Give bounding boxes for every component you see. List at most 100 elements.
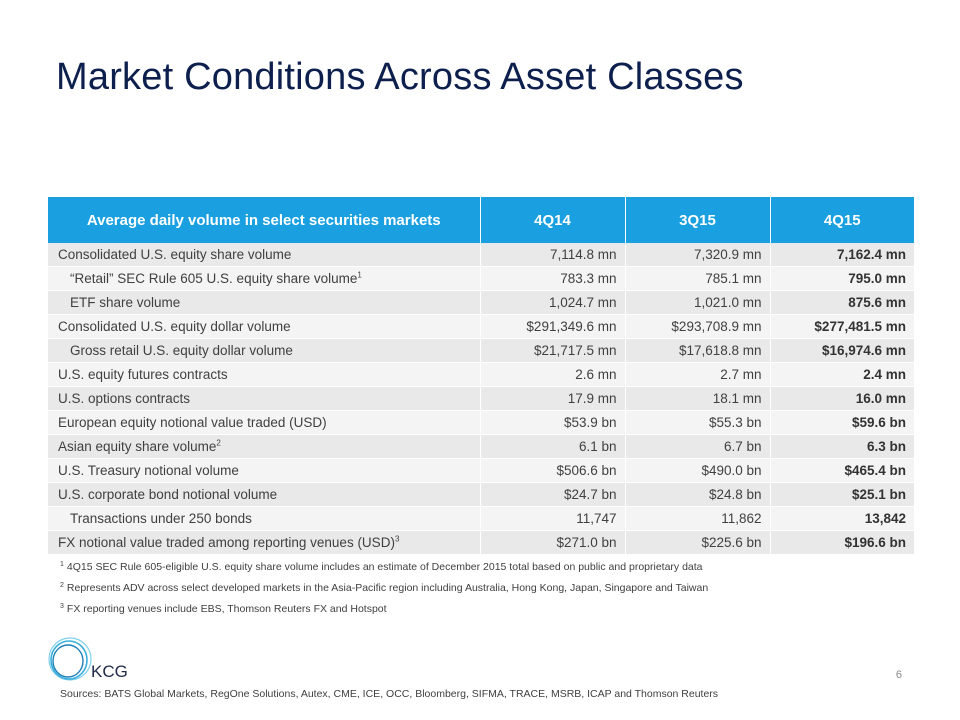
header-3q15: 3Q15 [625, 197, 771, 243]
footnote-ref: 2 [216, 438, 221, 448]
row-label-text: U.S. options contracts [58, 391, 191, 406]
table-row: Consolidated U.S. equity share volume 7,1… [48, 243, 914, 267]
value-4q15: $277,481.5 mn [770, 314, 914, 339]
value-4q15: $196.6 bn [770, 530, 914, 555]
page-number: 6 [895, 669, 902, 681]
table-row: U.S. Treasury notional volume $506.6 bn $4… [48, 458, 914, 483]
value-3q15: 1,021.0 mn [625, 290, 771, 315]
value-4q14: $53.9 bn [480, 410, 626, 435]
value-4q14: $271.0 bn [480, 530, 626, 555]
value-4q15: 13,842 [770, 506, 914, 531]
value-4q15: 16.0 mn [770, 386, 914, 411]
value-4q14: $24.7 bn [480, 482, 626, 507]
table-row: FX notional value traded among reporting… [48, 530, 914, 555]
row-label: U.S. equity futures contracts [48, 362, 481, 387]
value-4q15: $16,974.6 mn [770, 338, 914, 363]
value-4q14: 7,114.8 mn [480, 243, 626, 267]
value-4q15: 6.3 bn [770, 434, 914, 459]
row-label-text: “Retail” SEC Rule 605 U.S. equity share … [70, 271, 358, 286]
table-row: U.S. corporate bond notional volume $24.7… [48, 482, 914, 507]
value-3q15: 785.1 mn [625, 266, 771, 291]
row-label: “Retail” SEC Rule 605 U.S. equity share … [48, 266, 481, 291]
row-label: ETF share volume [48, 290, 481, 315]
value-3q15: 11,862 [625, 506, 771, 531]
table-body: Consolidated U.S. equity share volume 7,1… [48, 243, 914, 555]
value-4q15: $59.6 bn [770, 410, 914, 435]
row-label: FX notional value traded among reporting… [48, 530, 481, 555]
value-3q15: 6.7 bn [625, 434, 771, 459]
value-4q15: 875.6 mn [770, 290, 914, 315]
value-4q14: 6.1 bn [480, 434, 626, 459]
row-label-text: ETF share volume [70, 295, 181, 310]
table-row: European equity notional value traded (U… [48, 410, 914, 435]
row-label: U.S. corporate bond notional volume [48, 482, 481, 507]
table-row: ETF share volume 1,024.7 mn 1,021.0 mn 875.… [48, 290, 914, 315]
value-4q15: 795.0 mn [770, 266, 914, 291]
table-row: “Retail” SEC Rule 605 U.S. equity share … [48, 266, 914, 291]
logo-text: KCG [91, 662, 128, 681]
value-4q15: 2.4 mn [770, 362, 914, 387]
header-4q14: 4Q14 [480, 197, 626, 243]
value-3q15: $293,708.9 mn [625, 314, 771, 339]
row-label-text: Asian equity share volume [58, 439, 217, 454]
row-label-text: Consolidated U.S. equity dollar volume [58, 319, 291, 334]
table-row: Gross retail U.S. equity dollar volume $2… [48, 338, 914, 363]
volume-table: Average daily volume in select securitie… [48, 197, 914, 555]
value-4q14: 783.3 mn [480, 266, 626, 291]
row-label-text: U.S. equity futures contracts [58, 367, 228, 382]
row-label: European equity notional value traded (U… [48, 410, 481, 435]
footnote: 3 FX reporting venues include EBS, Thomso… [60, 602, 708, 623]
footnote-ref: 1 [357, 270, 362, 280]
row-label-text: European equity notional value traded (U… [58, 415, 327, 430]
page-title: Market Conditions Across Asset Classes [56, 56, 744, 98]
value-4q14: $291,349.6 mn [480, 314, 626, 339]
kcg-logo-icon [48, 637, 92, 681]
value-4q14: $21,717.5 mn [480, 338, 626, 363]
value-3q15: 7,320.9 mn [625, 243, 771, 267]
value-3q15: $490.0 bn [625, 458, 771, 483]
table-row: Transactions under 250 bonds 11,747 11,862… [48, 506, 914, 531]
footnote-number: 3 [60, 602, 64, 610]
value-4q14: 11,747 [480, 506, 626, 531]
row-label: U.S. Treasury notional volume [48, 458, 481, 483]
sources-note: Sources: BATS Global Markets, RegOne Sol… [60, 688, 719, 700]
value-3q15: $24.8 bn [625, 482, 771, 507]
row-label-text: Consolidated U.S. equity share volume [58, 247, 292, 262]
table-row: Asian equity share volume2 6.1 bn 6.7 bn 6.… [48, 434, 914, 459]
value-4q14: 1,024.7 mn [480, 290, 626, 315]
table-header-row: Average daily volume in select securitie… [48, 197, 914, 243]
value-3q15: $225.6 bn [625, 530, 771, 555]
value-4q14: $506.6 bn [480, 458, 626, 483]
footnote: 1 4Q15 SEC Rule 605-eligible U.S. equity … [60, 560, 708, 581]
row-label-text: U.S. corporate bond notional volume [58, 487, 278, 502]
value-3q15: 18.1 mn [625, 386, 771, 411]
value-3q15: $55.3 bn [625, 410, 771, 435]
row-label-text: Transactions under 250 bonds [70, 511, 252, 526]
footnote-text: FX reporting venues include EBS, Thomson… [66, 603, 387, 615]
row-label: Gross retail U.S. equity dollar volume [48, 338, 481, 363]
row-label-text: U.S. Treasury notional volume [58, 463, 239, 478]
value-4q14: 2.6 mn [480, 362, 626, 387]
footnote-number: 1 [60, 560, 64, 568]
footnotes: 1 4Q15 SEC Rule 605-eligible U.S. equity … [60, 560, 708, 623]
row-label-text: FX notional value traded among reporting… [58, 535, 395, 550]
header-metric: Average daily volume in select securitie… [48, 197, 481, 243]
value-4q14: 17.9 mn [480, 386, 626, 411]
footnote-ref: 3 [394, 534, 400, 544]
footnote-text: Represents ADV across select developed m… [66, 582, 709, 594]
header-4q15: 4Q15 [770, 197, 914, 243]
row-label: Transactions under 250 bonds [48, 506, 481, 531]
value-3q15: 2.7 mn [625, 362, 771, 387]
table-row: Consolidated U.S. equity dollar volume $2… [48, 314, 914, 339]
row-label-text: Gross retail U.S. equity dollar volume [70, 343, 293, 358]
row-label: U.S. options contracts [48, 386, 481, 411]
value-4q15: $465.4 bn [770, 458, 914, 483]
row-label: Consolidated U.S. equity share volume [48, 243, 481, 267]
row-label: Asian equity share volume2 [48, 434, 481, 459]
footnote-number: 2 [60, 581, 64, 589]
value-4q15: $25.1 bn [770, 482, 914, 507]
value-3q15: $17,618.8 mn [625, 338, 771, 363]
value-4q15: 7,162.4 mn [770, 243, 914, 267]
row-label: Consolidated U.S. equity dollar volume [48, 314, 481, 339]
table-row: U.S. options contracts 17.9 mn 18.1 mn 16.0… [48, 386, 914, 411]
